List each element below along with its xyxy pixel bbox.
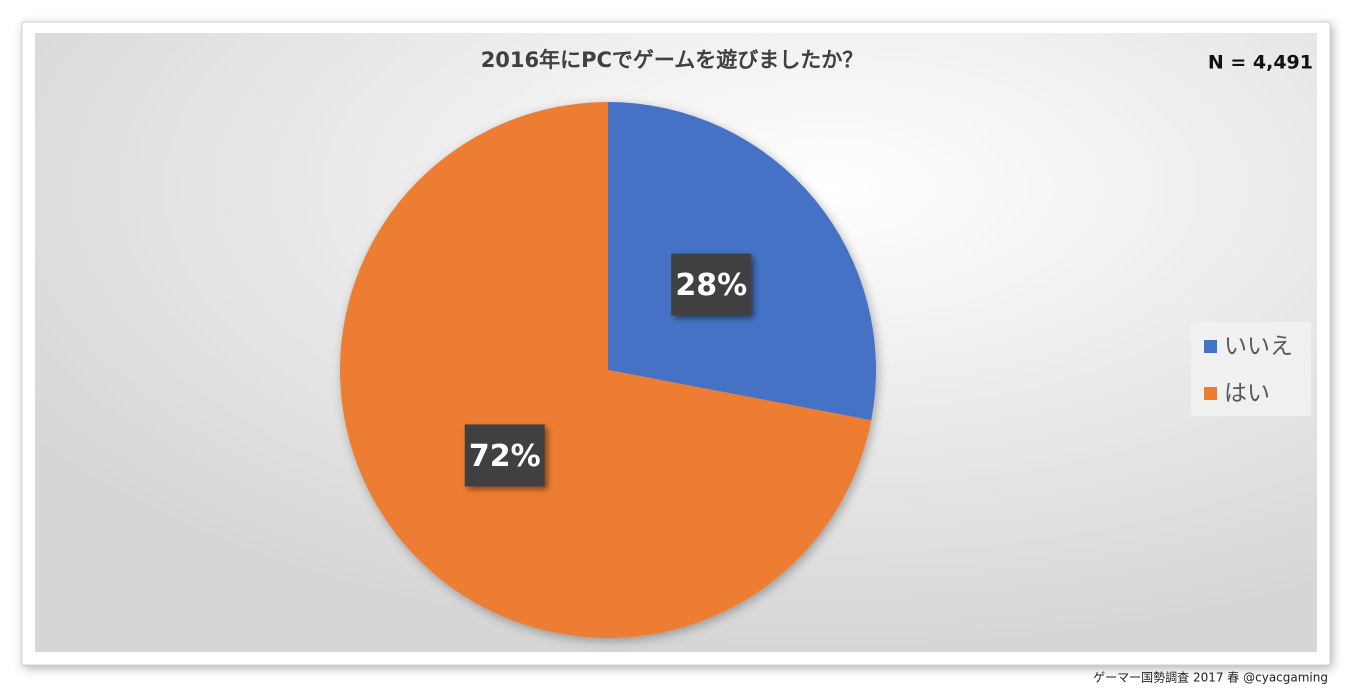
legend-box [1191,322,1311,416]
data-label: 28% [675,268,747,303]
annotation: N = 4,491 [1208,52,1313,74]
chart-title: 2016年にPCでゲームを遊びましたか？ [481,48,864,72]
data-label-box [671,253,752,316]
legend-label: はい [1224,381,1270,407]
legend-label: いいえ [1224,334,1293,360]
pie-slice [339,102,872,638]
source: ゲーマー国勢調査 2017 春 @cyacgaming [1093,670,1328,685]
pie [339,102,877,638]
legend-swatch [1204,387,1217,400]
data-label: 72% [469,439,541,474]
legend-swatch [1204,340,1217,353]
data-label-box [464,424,545,487]
